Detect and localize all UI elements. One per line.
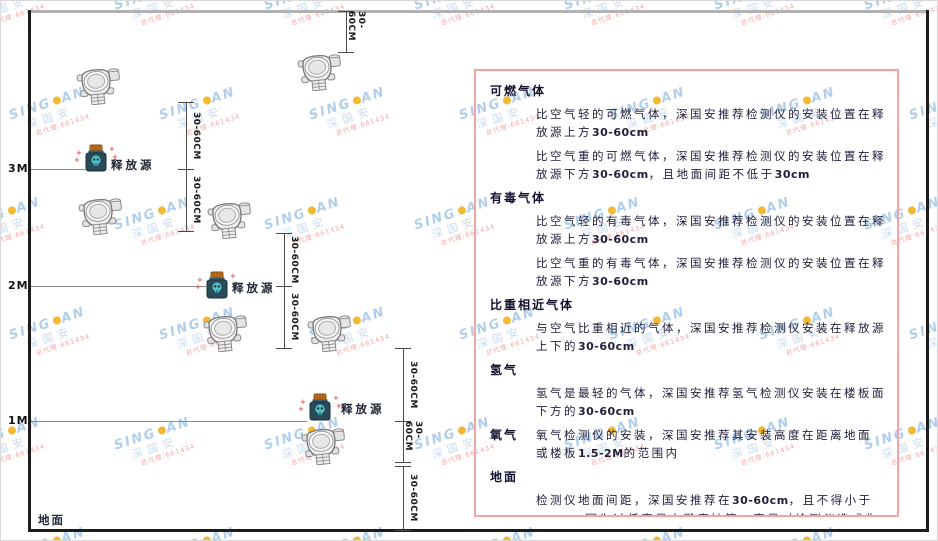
info-paragraph: 氧气检测仪的安装，深国安推荐其安装高度在距离地面或楼板1.5-2M的范围内: [536, 428, 872, 460]
gas-detector-icon: [307, 312, 353, 353]
sparkle-icon: +: [109, 145, 115, 153]
sparkle-icon: +: [233, 280, 239, 288]
section-heading: 地面: [490, 470, 519, 484]
dimension-tick: [395, 466, 411, 467]
height-label: 2M: [8, 279, 29, 292]
dimension-line: [403, 466, 404, 530]
section-heading: 氧气: [490, 428, 519, 442]
dimension-tick: [395, 462, 411, 463]
sparkle-icon: +: [195, 283, 201, 291]
gas-detector-icon: [297, 51, 343, 92]
info-section: 比重相近气体与空气比重相近的气体，深国安推荐检测仪安装在释放源上下的30-60c…: [490, 296, 885, 356]
dimension-label: 30-60CM: [191, 111, 201, 160]
info-paragraph: 比空气重的可燃气体，深国安推荐检测仪的安装位置在释放源下方30-60cm，且地面…: [536, 149, 886, 181]
section-body: 氢气是最轻的气体，深国安推荐氢气检测仪安装在楼板面下方的30-60cm: [490, 384, 885, 421]
ceiling-line: [29, 10, 928, 13]
info-paragraph: 比空气轻的有毒气体，深国安推荐检测仪的安装位置在释放源上方30-60cm: [536, 214, 886, 246]
info-panel: 可燃气体比空气轻的可燃气体，深国安推荐检测仪的安装位置在释放源上方30-60cm…: [474, 69, 899, 517]
dimension-line: [284, 286, 285, 348]
gas-detector-icon: [76, 65, 122, 106]
right-wall-line: [926, 10, 929, 531]
section-body: 比空气轻的有毒气体，深国安推荐检测仪的安装位置在释放源上方30-60cm 比空气重…: [490, 212, 885, 291]
dimension-label: 30-60CM: [289, 235, 299, 284]
height-label: 1M: [8, 414, 29, 427]
info-paragraph: 比空气重的有毒气体，深国安推荐检测仪的安装位置在释放源下方30-60cm: [536, 256, 886, 288]
info-paragraph: 检测仪地面间距，深国安推荐在30-60cm，且不得小于30cm，因为过低容易水溅…: [536, 493, 877, 515]
info-paragraph: 比空气轻的可燃气体，深国安推荐检测仪的安装位置在释放源上方30-60cm: [536, 107, 886, 139]
gas-detector-icon: [301, 425, 347, 466]
section-body: 与空气比重相近的气体，深国安推荐检测仪安装在释放源上下的30-60cm: [490, 319, 885, 356]
dimension-line: [403, 348, 404, 421]
release-source-icon: + + + +: [298, 393, 342, 421]
section-body: 氧气检测仪的安装，深国安推荐其安装高度在距离地面或楼板1.5-2M的范围内: [536, 421, 882, 463]
dimension-label: 30-60CM: [408, 474, 418, 522]
sparkle-icon: +: [230, 272, 236, 280]
gas-detector-icon: [78, 195, 124, 236]
height-reference-line: [31, 286, 206, 287]
info-paragraph: 与空气比重相近的气体，深国安推荐检测仪安装在释放源上下的30-60cm: [536, 321, 886, 353]
floor-line: [28, 529, 929, 532]
info-section: 氢气氢气是最轻的气体，深国安推荐氢气检测仪安装在楼板面下方的30-60cm: [490, 361, 885, 421]
sparkle-icon: +: [333, 394, 339, 402]
sparkle-icon: +: [112, 153, 118, 161]
dimension-label: 30-60CM: [403, 421, 423, 452]
height-label: 3M: [8, 162, 29, 175]
section-heading: 氢气: [490, 363, 519, 377]
dimension-line: [186, 169, 187, 231]
section-heading: 有毒气体: [490, 191, 547, 205]
sparkle-icon: +: [197, 276, 203, 284]
dimension-label: 30-60CM: [346, 11, 366, 42]
info-section: 氧气 氧气检测仪的安装，深国安推荐其安装高度在距离地面或楼板1.5-2M的范围内: [490, 421, 885, 463]
dimension-line: [284, 233, 285, 286]
section-heading: 可燃气体: [490, 84, 547, 98]
sparkle-icon: +: [300, 398, 306, 406]
left-wall-line: [28, 10, 31, 531]
sparkle-icon: +: [336, 402, 342, 410]
height-reference-line: [31, 421, 307, 422]
info-paragraph: 氢气是最轻的气体，深国安推荐氢气检测仪安装在楼板面下方的30-60cm: [536, 386, 886, 418]
info-section: 地面检测仪地面间距，深国安推荐在30-60cm，且不得小于30cm，因为过低容易…: [490, 468, 885, 515]
dimension-tick: [276, 233, 292, 234]
dimension-line: [186, 102, 187, 169]
dimension-label: 30-60CM: [191, 176, 201, 224]
section-body: 检测仪地面间距，深国安推荐在30-60cm，且不得小于30cm，因为过低容易水溅…: [490, 491, 885, 515]
info-section: 有毒气体比空气轻的有毒气体，深国安推荐检测仪的安装位置在释放源上方30-60cm…: [490, 189, 885, 291]
dimension-tick: [395, 530, 411, 531]
release-source-icon: + + + +: [195, 271, 239, 299]
release-source-icon: + + + +: [74, 144, 118, 172]
dimension-tick: [395, 421, 411, 422]
section-heading: 比重相近气体: [490, 298, 575, 312]
dimension-tick: [178, 169, 194, 170]
sparkle-icon: +: [298, 405, 304, 413]
dimension-tick: [276, 348, 292, 349]
dimension-tick: [178, 231, 194, 232]
release-source-label: 释放源: [232, 281, 276, 295]
dimension-tick: [178, 102, 194, 103]
dimension-line: [346, 11, 347, 52]
dimension-label: 30-60CM: [408, 360, 418, 409]
dimension-tick: [276, 286, 292, 287]
height-reference-line: [31, 169, 85, 170]
gas-detector-icon: [203, 312, 249, 353]
release-source-label: 释放源: [111, 158, 155, 172]
section-body: 比空气轻的可燃气体，深国安推荐检测仪的安装位置在释放源上方30-60cm 比空气重…: [490, 105, 885, 184]
sparkle-icon: +: [74, 156, 80, 164]
sparkle-icon: +: [76, 149, 82, 157]
release-source-label: 释放源: [341, 402, 385, 416]
ground-label: 地面: [38, 513, 65, 527]
gas-detector-icon: [207, 199, 253, 240]
dimension-tick: [338, 11, 354, 12]
dimension-tick: [338, 52, 354, 53]
dimension-label: 30-60CM: [289, 293, 299, 341]
dimension-tick: [395, 348, 411, 349]
info-section: 可燃气体比空气轻的可燃气体，深国安推荐检测仪的安装位置在释放源上方30-60cm…: [490, 82, 885, 184]
dimension-line: [403, 421, 404, 462]
